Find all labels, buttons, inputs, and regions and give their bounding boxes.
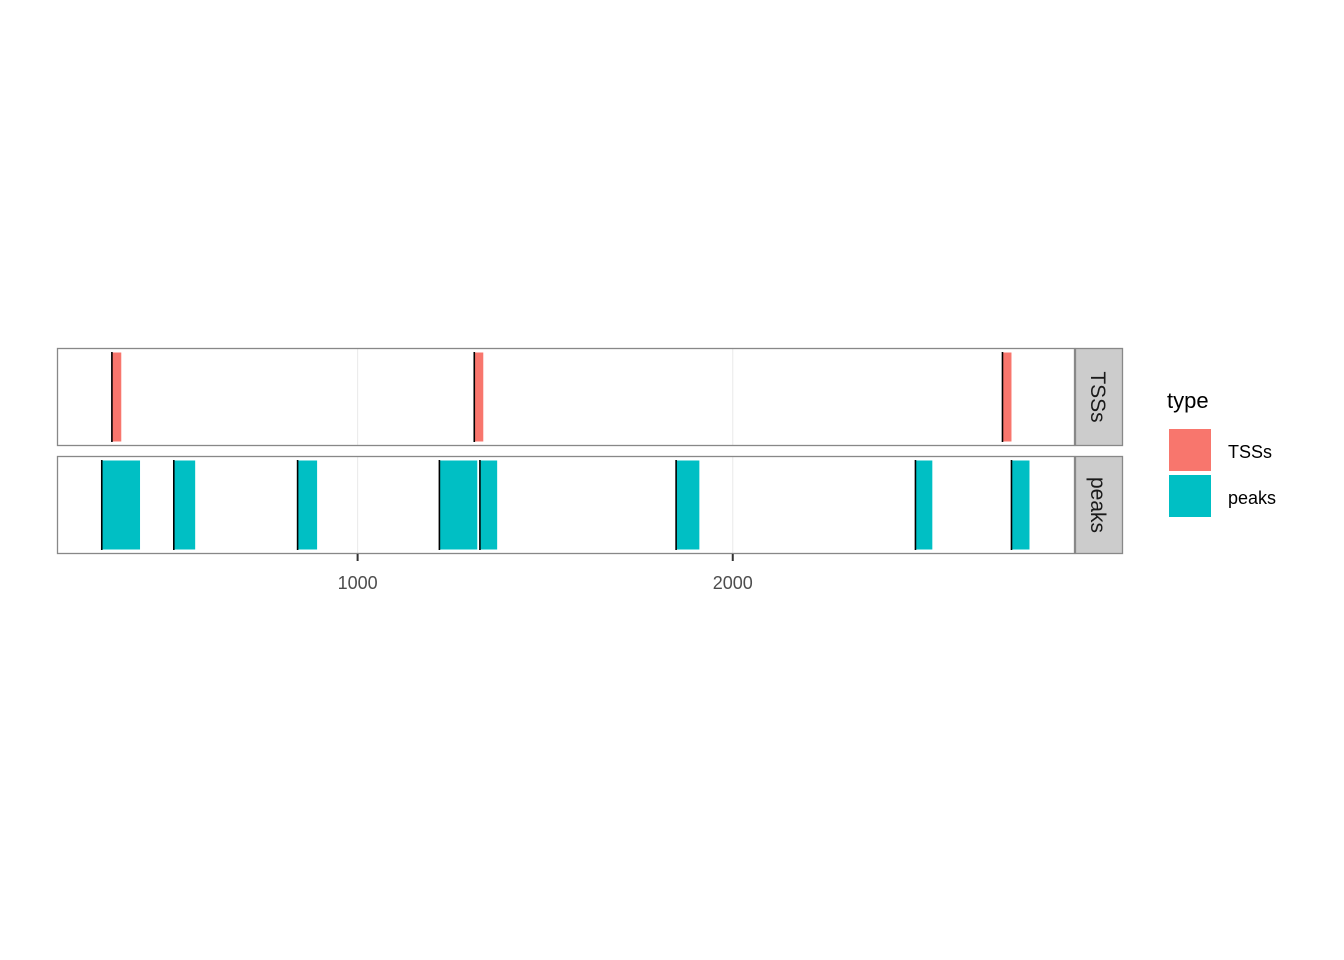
interval-bar: [915, 460, 933, 550]
legend: type TSSs peaks: [1167, 388, 1276, 517]
legend-label-peaks: peaks: [1228, 488, 1276, 508]
strip-label: peaks: [1086, 477, 1109, 533]
interval-bar: [439, 460, 478, 550]
interval-bar: [111, 352, 122, 442]
panel-background: [57, 348, 1075, 446]
interval-bar: [297, 460, 318, 550]
x-tick-label: 2000: [713, 573, 753, 593]
panel-background: [57, 456, 1075, 554]
legend-title: type: [1167, 388, 1209, 413]
legend-key-peaks: [1169, 475, 1211, 517]
interval-bar: [101, 460, 141, 550]
panel-border: [56, 455, 1076, 555]
interval-bar: [1011, 460, 1030, 550]
interval-bar: [676, 460, 700, 550]
strip-peaks: [1074, 455, 1124, 555]
strip-label: TSSs: [1086, 371, 1109, 422]
interval-bar: [1002, 352, 1012, 442]
facet-panel-tsss: TSSs: [56, 347, 1124, 447]
interval-bar: [479, 460, 498, 550]
legend-key-tsss: [1169, 429, 1211, 471]
panel-border: [56, 347, 1076, 447]
interval-bar: [173, 460, 196, 550]
interval-bar: [474, 352, 484, 442]
facet-panel-peaks: peaks: [56, 455, 1124, 555]
x-tick-label: 1000: [338, 573, 378, 593]
strip-tsss: [1074, 347, 1124, 447]
legend-label-tsss: TSSs: [1228, 442, 1272, 462]
